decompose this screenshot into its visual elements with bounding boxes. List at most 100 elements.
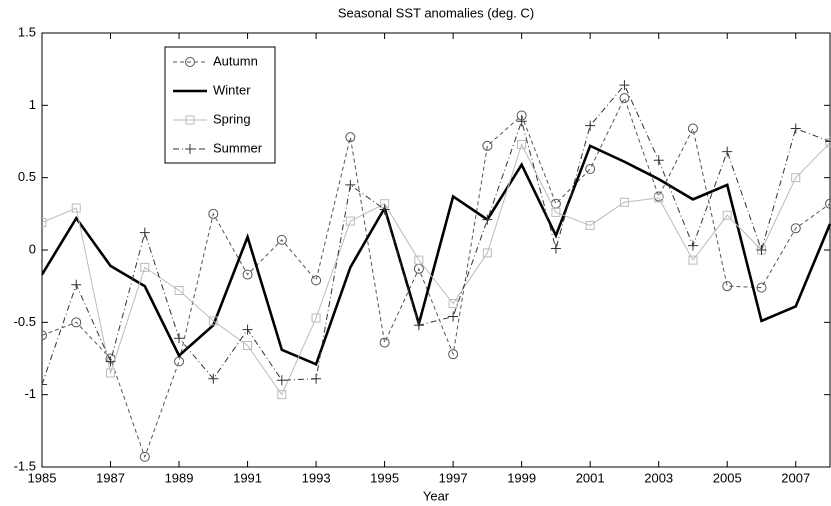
marker [311,313,321,323]
chart-title: Seasonal SST anomalies (deg. C) [338,5,534,20]
marker [825,136,831,147]
marker [550,243,561,254]
marker [687,240,698,251]
y-tick-label: 0.5 [18,169,36,184]
marker [311,373,322,384]
legend-label: Autumn [213,53,258,68]
marker [482,140,493,151]
legend-marker [185,57,195,67]
marker [208,373,219,384]
y-tick-label: 0 [29,241,36,256]
x-tick-label: 2003 [644,470,673,485]
marker [654,193,664,203]
x-tick-label: 1989 [165,470,194,485]
marker [448,349,459,360]
marker [687,123,698,134]
marker [174,356,185,367]
series-line [42,142,831,396]
marker [790,223,801,234]
marker [585,220,595,230]
marker [277,390,287,400]
marker [242,324,253,335]
marker [756,282,767,293]
y-tick-label: -1.5 [14,458,36,473]
series-line [42,96,831,459]
marker [140,262,150,272]
marker [482,248,492,258]
marker [722,210,732,220]
marker [551,207,561,217]
marker [345,216,355,226]
marker [379,337,390,348]
marker [722,146,733,157]
legend-marker [185,115,195,125]
marker [276,375,287,386]
marker [619,197,629,207]
marker [825,198,831,209]
x-tick-label: 2001 [576,470,605,485]
marker [71,279,82,290]
marker [208,208,219,219]
marker [722,281,733,292]
y-tick-label: -1 [24,386,36,401]
x-tick-label: 1991 [233,470,262,485]
x-axis-label: Year [423,488,450,503]
marker [790,123,801,134]
y-tick-label: 1.5 [18,24,36,39]
marker [105,356,116,367]
marker [42,218,47,228]
marker [242,269,253,280]
plot-area [42,80,831,462]
marker [71,203,81,213]
axes-box [41,32,831,468]
marker [243,340,253,350]
x-tick-label: 1987 [96,470,125,485]
x-tick-label: 1997 [439,470,468,485]
series-line [42,84,831,385]
marker [174,286,184,296]
marker [139,451,150,462]
marker [106,368,116,378]
marker [517,139,527,149]
legend-label: Summer [213,140,263,155]
legend-label: Spring [213,111,251,126]
series-line [42,144,831,367]
x-tick-label: 1985 [28,470,57,485]
marker [276,234,287,245]
x-tick-label: 1999 [507,470,536,485]
marker [448,311,459,322]
marker [585,163,596,174]
y-tick-label: 1 [29,97,36,112]
marker [619,80,630,91]
y-tick-label: -0.5 [14,314,36,329]
marker [71,317,82,328]
x-tick-label: 1993 [302,470,331,485]
marker [619,93,630,104]
marker [688,255,698,265]
legend-marker [185,144,195,154]
legend-label: Winter [213,82,251,97]
marker [653,155,664,166]
marker [139,227,150,238]
x-tick-label: 2007 [781,470,810,485]
marker [448,299,458,309]
marker [311,275,322,286]
legend-box [164,46,276,164]
marker [42,379,47,390]
marker [414,255,424,265]
x-tick-label: 1995 [370,470,399,485]
marker [345,132,356,143]
marker [208,316,218,326]
marker [653,191,664,202]
marker [174,333,185,344]
marker [585,120,596,131]
marker [756,245,767,255]
marker [42,330,47,341]
marker [791,173,801,183]
marker [413,320,424,331]
marker [482,214,493,225]
x-tick-label: 2005 [713,470,742,485]
marker [379,204,390,215]
marker [345,179,356,190]
